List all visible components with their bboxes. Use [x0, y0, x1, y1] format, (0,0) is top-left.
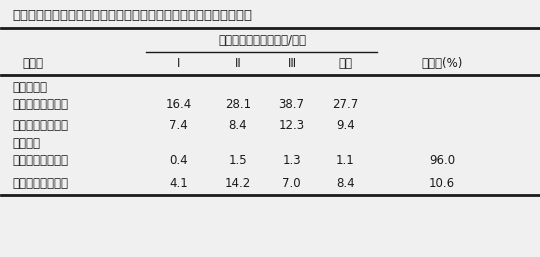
Text: Ⅰ: Ⅰ: [177, 57, 180, 70]
Text: 9.4: 9.4: [336, 120, 355, 132]
Text: 一番茶摘採残葉: 一番茶摘採残葉: [12, 120, 68, 132]
Text: 96.0: 96.0: [429, 154, 455, 167]
Text: 27.7: 27.7: [332, 98, 359, 111]
Text: 平均: 平均: [338, 57, 352, 70]
Text: 4.1: 4.1: [170, 177, 188, 190]
Text: 深整枝区: 深整枝区: [12, 137, 40, 150]
Text: 処理区: 処理区: [23, 57, 44, 70]
Text: Ⅱ: Ⅱ: [235, 57, 241, 70]
Text: 14.2: 14.2: [225, 177, 251, 190]
Text: 7.0: 7.0: [282, 177, 301, 190]
Text: 1.3: 1.3: [282, 154, 301, 167]
Text: 7.4: 7.4: [170, 120, 188, 132]
Text: 1.5: 1.5: [228, 154, 247, 167]
Text: 除去率(%): 除去率(%): [421, 57, 463, 70]
Text: 二番茶摘採残葉: 二番茶摘採残葉: [12, 98, 68, 111]
Text: Ⅲ: Ⅲ: [287, 57, 295, 70]
Text: 表１　チャ炭疽病が一番茶に発生した年の深整枝による発病葉除去: 表１ チャ炭疽病が一番茶に発生した年の深整枝による発病葉除去: [12, 9, 252, 22]
Text: 一番茶摘採残葉: 一番茶摘採残葉: [12, 177, 68, 190]
Text: 残葉中の発病葉数（枚/㎡）: 残葉中の発病葉数（枚/㎡）: [218, 34, 306, 47]
Text: 10.6: 10.6: [429, 177, 455, 190]
Text: 8.4: 8.4: [336, 177, 355, 190]
Text: 28.1: 28.1: [225, 98, 251, 111]
Text: 1.1: 1.1: [336, 154, 355, 167]
Text: 16.4: 16.4: [166, 98, 192, 111]
Text: 12.3: 12.3: [279, 120, 305, 132]
Text: 慣行整枝区: 慣行整枝区: [12, 81, 47, 94]
Text: 0.4: 0.4: [170, 154, 188, 167]
Text: 38.7: 38.7: [279, 98, 305, 111]
Text: 8.4: 8.4: [228, 120, 247, 132]
Text: 二番茶摘採残葉: 二番茶摘採残葉: [12, 154, 68, 167]
